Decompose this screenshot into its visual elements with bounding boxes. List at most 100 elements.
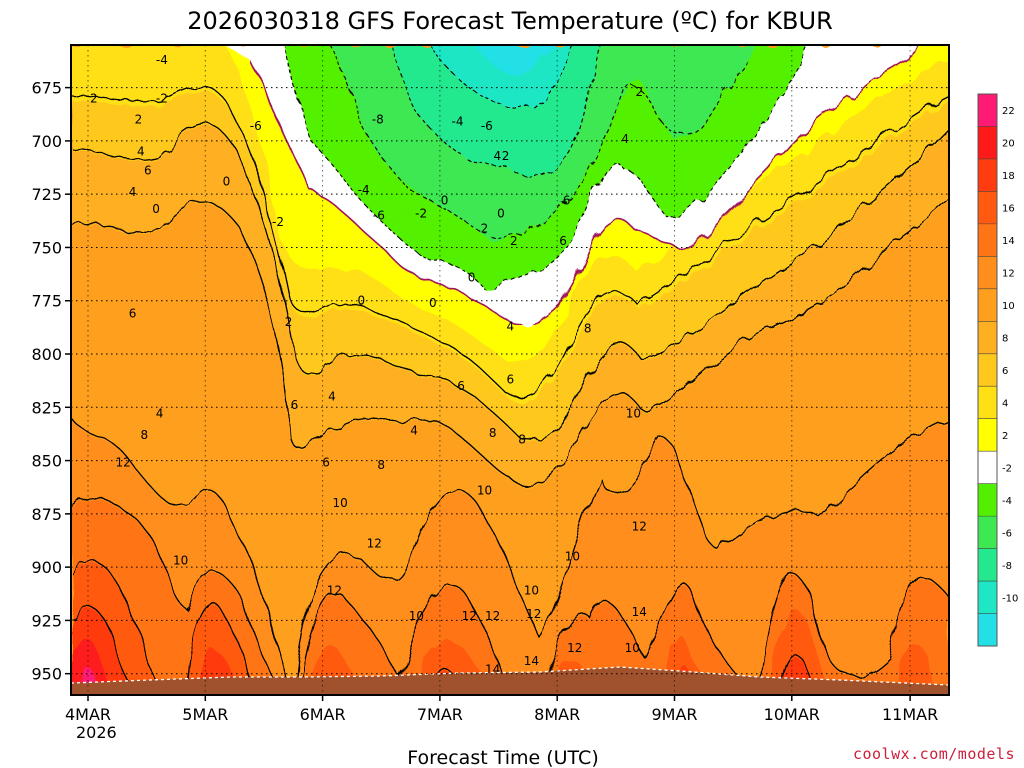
colorbar-frame	[977, 93, 998, 647]
contour-label: 12	[462, 609, 477, 623]
chart-title: 2026030318 GFS Forecast Temperature (ºC)…	[187, 7, 833, 35]
colorbar: 22 20 18 16 14 12 10 8 6 4 2 -2 -4 -6 -8 -10	[977, 93, 1018, 647]
contour-label: -2	[415, 206, 427, 220]
terrain-edge	[71, 666, 949, 686]
contour-label: 0	[441, 194, 449, 208]
contour-line-6	[71, 197, 949, 487]
x-tick-label: 9MAR	[651, 705, 697, 724]
contour-label: 4	[156, 407, 164, 421]
contour-label: 14	[524, 654, 539, 668]
contour-label: 6	[457, 379, 465, 393]
contour-label: 2	[481, 221, 489, 235]
contour-label: 8	[377, 458, 385, 472]
contour-label: -6	[250, 119, 262, 133]
contour-label: 12	[116, 456, 131, 470]
contour-line-minus6	[389, 45, 601, 176]
contour-label: 2	[135, 113, 143, 127]
contour-label: -4	[156, 53, 168, 67]
contour-label: 12	[632, 520, 647, 534]
y-axis: 675 700 725 750 775 800 825 850 875 900 925 950	[31, 79, 71, 684]
colorbar-segment	[978, 223, 997, 257]
contour-label: 4	[494, 149, 502, 163]
contour-line-4	[71, 125, 949, 442]
contour-label: 8	[518, 432, 526, 446]
colorbar-segment	[978, 418, 997, 452]
contour-label: 0	[468, 270, 476, 284]
y-tick-label: 925	[31, 611, 62, 630]
contour-label: 6	[144, 164, 152, 178]
contour-label: 2	[510, 234, 518, 248]
contour-label: 2	[285, 315, 293, 329]
colorbar-tick-label: 6	[1002, 366, 1008, 377]
colorbar-segment	[978, 451, 997, 485]
colorbar-tick-label: 20	[1002, 139, 1015, 150]
y-tick-label: 800	[31, 345, 62, 364]
colorbar-segment	[978, 548, 997, 582]
colorbar-segment	[978, 158, 997, 192]
contour-labels: 24612-4-2246804100-6-2264101206-8-4-6812…	[90, 53, 647, 677]
x-tick-label: 10MAR	[764, 705, 820, 724]
contour-line-minus4	[329, 45, 751, 238]
contour-label: 0	[497, 206, 505, 220]
x-axis-title: Forecast Time (UTC)	[407, 747, 598, 768]
x-axis: 4MAR 5MAR 6MAR 7MAR 8MAR 9MAR 10MAR 11MAR	[65, 695, 938, 724]
contour-label: 6	[129, 307, 137, 321]
colorbar-tick-label: 10	[1002, 301, 1015, 312]
contour-label: 10	[173, 554, 188, 568]
colorbar-segment	[978, 613, 997, 647]
contour-label: 4	[410, 424, 418, 438]
contour-label: 2	[502, 149, 510, 163]
colorbar-segment	[978, 94, 997, 127]
y-tick-label: 850	[31, 452, 62, 471]
colorbar-segment	[978, 126, 997, 160]
contour-line-2	[71, 84, 949, 399]
contour-label: 2	[90, 91, 98, 105]
x-year-label: 2026	[76, 723, 117, 742]
contour-label: 10	[409, 609, 424, 623]
colorbar-segment	[978, 483, 997, 517]
colorbar-segment	[978, 516, 997, 550]
contour-lines	[71, 84, 949, 691]
contour-label: 10	[625, 641, 640, 655]
contour-line-8	[71, 417, 291, 691]
contour-label: 12	[485, 609, 500, 623]
contour-label: 6	[563, 194, 571, 208]
contour-label: 14	[632, 605, 647, 619]
colorbar-segment	[978, 288, 997, 322]
contour-label: 4	[621, 132, 629, 146]
contour-label: 6	[559, 234, 567, 248]
colorbar-tick-label: 8	[1002, 334, 1008, 345]
colorbar-tick-label: -8	[1002, 561, 1012, 572]
contour-label: -4	[452, 115, 464, 129]
y-tick-label: 825	[31, 398, 62, 417]
x-tick-label: 8MAR	[534, 705, 580, 724]
contour-label: 12	[327, 584, 342, 598]
contour-line-10	[71, 496, 281, 691]
band-16h	[895, 643, 935, 695]
y-tick-label: 900	[31, 558, 62, 577]
temperature-field: 24612-4-2246804100-6-2264101206-8-4-6812…	[71, 45, 949, 695]
contour-label: 8	[489, 426, 497, 440]
contour-label: 4	[506, 319, 514, 333]
y-tick-label: 675	[31, 79, 62, 98]
colorbar-tick-label: -2	[1002, 463, 1012, 474]
colorbar-segment	[978, 581, 997, 615]
y-tick-label: 950	[31, 665, 62, 684]
contour-label: 12	[367, 537, 382, 551]
colorbar-tick-label: -4	[1002, 496, 1012, 507]
contour-label: 0	[429, 296, 437, 310]
contour-label: 10	[565, 549, 580, 563]
contour-label: 4	[328, 390, 336, 404]
y-tick-label: 750	[31, 238, 62, 257]
contour-label: 10	[626, 407, 641, 421]
contour-label: -2	[272, 215, 284, 229]
gridlines	[71, 45, 949, 695]
x-tick-label: 11MAR	[882, 705, 938, 724]
colorbar-tick-label: -6	[1002, 528, 1012, 539]
contour-label: 6	[506, 373, 514, 387]
contour-label: 6	[322, 456, 330, 470]
contour-label: 10	[333, 496, 348, 510]
x-tick-label: 4MAR	[65, 705, 111, 724]
contour-label: 6	[291, 398, 299, 412]
contour-label: 8	[584, 321, 592, 335]
